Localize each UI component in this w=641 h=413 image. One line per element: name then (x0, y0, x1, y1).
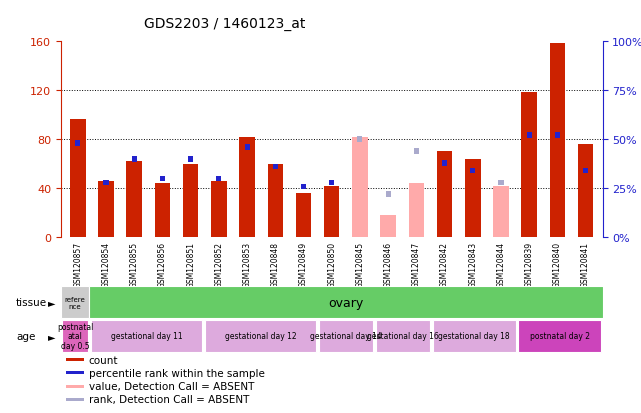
Bar (408, 184, 424, 238)
Bar (527, 133, 532, 139)
Bar (160, 176, 165, 182)
Bar (549, 44, 565, 238)
Bar (319, 320, 373, 352)
Text: count: count (88, 355, 118, 365)
Bar (131, 157, 137, 162)
Bar (183, 164, 199, 238)
Bar (578, 145, 594, 238)
Bar (499, 180, 504, 186)
Text: GSM120855: GSM120855 (129, 242, 138, 288)
Bar (442, 161, 447, 166)
Bar (433, 320, 516, 352)
Bar (66, 385, 84, 388)
Bar (301, 184, 306, 190)
Text: GSM120850: GSM120850 (327, 242, 337, 288)
Text: tissue: tissue (16, 297, 47, 307)
Text: postnatal
atal
day 0.5: postnatal atal day 0.5 (57, 322, 94, 350)
Bar (414, 149, 419, 154)
Bar (75, 141, 80, 147)
Bar (376, 320, 430, 352)
Text: GSM120857: GSM120857 (73, 242, 82, 288)
Text: GSM120854: GSM120854 (101, 242, 110, 288)
Text: GSM120843: GSM120843 (469, 242, 478, 288)
Bar (188, 157, 193, 162)
Bar (465, 159, 481, 238)
Bar (324, 186, 340, 238)
Text: GSM120852: GSM120852 (214, 242, 223, 287)
Bar (211, 181, 227, 238)
Text: age: age (16, 331, 35, 341)
Bar (583, 169, 588, 174)
Text: rank, Detection Call = ABSENT: rank, Detection Call = ABSENT (88, 394, 249, 404)
Bar (296, 194, 312, 238)
Text: gestational day 16: gestational day 16 (367, 332, 439, 341)
Text: GSM120851: GSM120851 (186, 242, 195, 287)
Text: GSM120849: GSM120849 (299, 242, 308, 288)
Bar (66, 358, 84, 361)
Text: GSM120847: GSM120847 (412, 242, 421, 288)
Bar (239, 138, 255, 238)
Text: refere
nce: refere nce (65, 296, 85, 309)
Bar (352, 138, 368, 238)
Bar (61, 286, 89, 318)
Text: GSM120844: GSM120844 (497, 242, 506, 288)
Bar (267, 164, 283, 238)
Bar (66, 398, 84, 401)
Bar (493, 186, 509, 238)
Bar (204, 320, 316, 352)
Text: gestational day 14: gestational day 14 (310, 332, 382, 341)
Text: GSM120856: GSM120856 (158, 242, 167, 288)
Text: GSM120840: GSM120840 (553, 242, 562, 288)
Text: ►: ► (47, 331, 55, 341)
Bar (98, 181, 114, 238)
Text: postnatal day 2: postnatal day 2 (529, 332, 590, 341)
Bar (470, 169, 476, 174)
Bar (245, 145, 249, 150)
Bar (62, 320, 88, 352)
Text: gestational day 11: gestational day 11 (111, 332, 182, 341)
Bar (154, 184, 171, 238)
Bar (437, 152, 453, 238)
Bar (518, 320, 601, 352)
Bar (90, 320, 203, 352)
Text: percentile rank within the sample: percentile rank within the sample (88, 368, 264, 378)
Bar (70, 120, 86, 238)
Text: value, Detection Call = ABSENT: value, Detection Call = ABSENT (88, 381, 254, 391)
Bar (380, 216, 396, 238)
Bar (521, 93, 537, 238)
Bar (386, 192, 390, 197)
Text: ovary: ovary (328, 296, 363, 309)
Bar (555, 133, 560, 139)
Text: GSM120842: GSM120842 (440, 242, 449, 287)
Bar (358, 137, 362, 142)
Text: GSM120846: GSM120846 (384, 242, 393, 288)
Text: GSM120839: GSM120839 (525, 242, 534, 288)
Text: gestational day 18: gestational day 18 (438, 332, 510, 341)
Text: GSM120845: GSM120845 (355, 242, 365, 288)
Bar (126, 162, 142, 238)
Bar (216, 176, 221, 182)
Bar (329, 180, 334, 186)
Bar (103, 180, 108, 186)
Text: GSM120853: GSM120853 (242, 242, 251, 288)
Text: GDS2203 / 1460123_at: GDS2203 / 1460123_at (144, 17, 305, 31)
Bar (273, 164, 278, 170)
Text: gestational day 12: gestational day 12 (224, 332, 296, 341)
Text: GSM120848: GSM120848 (271, 242, 279, 287)
Text: GSM120841: GSM120841 (581, 242, 590, 287)
Text: ►: ► (47, 297, 55, 307)
Bar (66, 371, 84, 375)
